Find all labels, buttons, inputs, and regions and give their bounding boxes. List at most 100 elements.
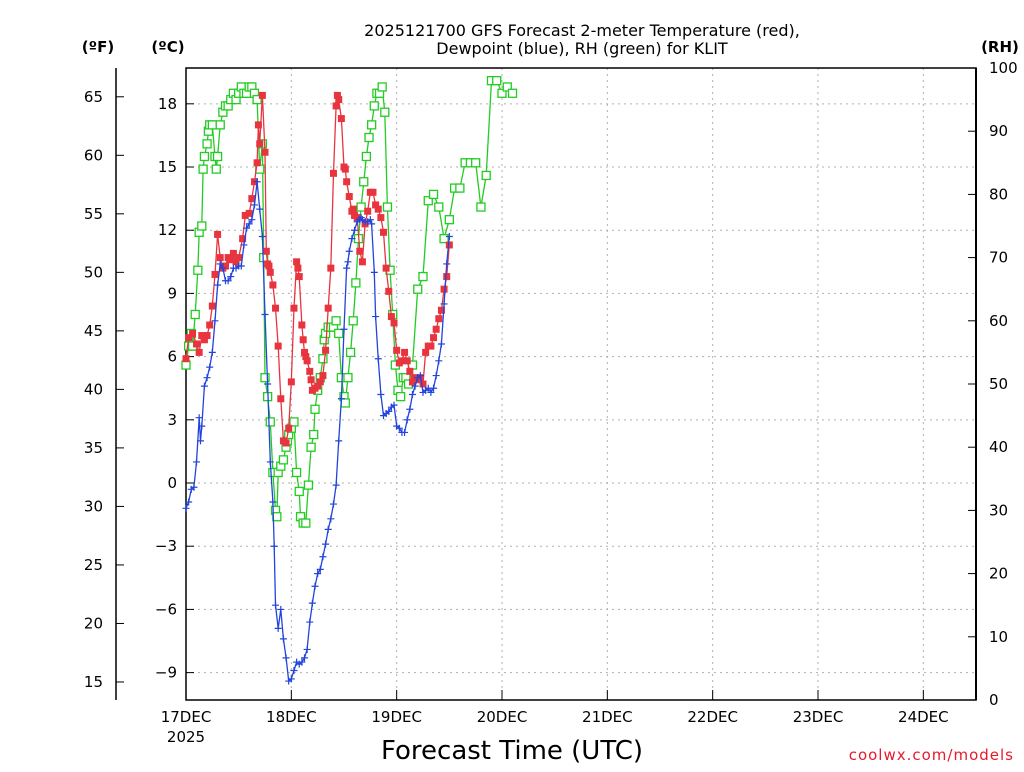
c-tick-label-6: 6	[167, 348, 177, 366]
temperature-point-25	[253, 159, 261, 167]
temperature-point-87	[390, 319, 398, 327]
dewpoint-point-75	[368, 220, 376, 228]
dewpoint-point-98	[427, 388, 435, 396]
f-tick-label-15: 15	[84, 673, 103, 691]
series-layer	[181, 75, 518, 685]
dewpoint-point-7	[198, 422, 206, 430]
dewpoint-point-55	[322, 540, 330, 548]
dewpoint-point-47	[301, 654, 308, 662]
fahrenheit-unit-label: (ºF)	[82, 38, 114, 56]
temperature-point-33	[266, 268, 274, 276]
dewpoint-point-92	[411, 382, 419, 390]
x-tick-label-23dec: 23DEC	[793, 708, 844, 726]
rh-point-49	[291, 467, 302, 478]
rh-point-79	[364, 132, 374, 143]
f-tick-label-55: 55	[84, 205, 103, 223]
x-tick-label-22dec: 22DEC	[687, 708, 738, 726]
dewpoint-point-35	[270, 542, 278, 550]
fahrenheit-axis-ticks: 15 20 25 30 35 40 45 50 55 60 65	[84, 88, 124, 691]
dewpoint-point-28	[253, 178, 261, 186]
rh-point-114	[507, 88, 518, 98]
dewpoint-point-89	[403, 416, 411, 424]
temperature-point-108	[445, 241, 453, 249]
temperature-point-36	[274, 342, 282, 350]
temperature-point-44	[294, 264, 302, 272]
temperature-point-6	[200, 336, 208, 344]
rh-point-108	[476, 202, 486, 212]
temperature-point-82	[377, 214, 385, 222]
dewpoint-point-99	[430, 384, 438, 392]
temperature-point-30	[262, 247, 270, 255]
rh-point-78	[361, 151, 372, 162]
rh-point-55	[306, 442, 316, 452]
rh-point-37	[265, 417, 275, 427]
rh-point-80	[366, 120, 377, 130]
temperature-point-80	[372, 201, 380, 209]
temperature-point-94	[408, 378, 416, 386]
temperature-point-39	[282, 439, 290, 447]
dewpoint-point-84	[390, 401, 398, 409]
rh-point-99	[428, 189, 439, 200]
chart-title-line-2: Dewpoint (blue), RH (green) for KLIT	[436, 39, 728, 58]
rh-tick-label-90: 90	[989, 122, 1008, 140]
credit-text: coolwx.com/models	[849, 746, 1014, 764]
rh-point-109	[481, 170, 491, 181]
dewpoint-point-58	[329, 500, 337, 508]
dewpoint-point-12	[211, 317, 219, 325]
x-tick-label-24dec: 24DEC	[898, 708, 949, 726]
temperature-point-101	[427, 342, 435, 350]
dewpoint-point-5	[195, 414, 203, 422]
rh-line	[185, 79, 514, 524]
dewpoint-point-18	[227, 273, 235, 281]
temperature-point-51	[306, 367, 314, 375]
temperature-point-45	[295, 273, 303, 281]
dewpoint-point-56	[324, 525, 332, 533]
dewpoint-point-34	[269, 498, 277, 506]
temperature-point-58	[322, 346, 330, 354]
temperature-point-60	[327, 264, 335, 272]
rh-point-31	[252, 94, 262, 105]
x-tick-label-17dec: 17DEC	[161, 708, 212, 726]
c-tick-label-18: 18	[158, 95, 177, 113]
rh-point-57	[310, 404, 320, 414]
dewpoint-point-42	[287, 675, 295, 683]
dewpoint-point-11	[208, 348, 216, 356]
temperature-point-37	[277, 395, 285, 403]
x-tick-label-20dec: 20DEC	[477, 708, 528, 726]
rh-point-101	[439, 233, 449, 244]
temperature-point-52	[307, 376, 315, 384]
dewpoint-point-60	[335, 437, 343, 445]
c-tick-label--3: −3	[155, 537, 177, 555]
rh-point-35	[260, 373, 270, 383]
c-tick-label-0: 0	[167, 474, 177, 492]
rh-point-7	[197, 221, 207, 231]
dewpoint-point-53	[316, 565, 324, 573]
dewpoint-point-54	[319, 553, 327, 561]
dewpoint-point-4	[193, 458, 201, 466]
dewpoint-point-31	[261, 310, 269, 318]
temperature-point-71	[349, 205, 357, 213]
temperature-point-102	[430, 334, 438, 342]
dewpoint-point-27	[250, 201, 258, 209]
dewpoint-point-90	[406, 405, 414, 413]
rh-point-56	[309, 429, 319, 440]
dewpoint-point-24	[243, 224, 251, 232]
dewpoint-point-82	[385, 407, 393, 415]
dewpoint-point-40	[282, 654, 290, 662]
dewpoint-point-46	[298, 658, 306, 666]
dewpoint-point-39	[279, 635, 287, 643]
rh-point-104	[455, 183, 465, 193]
temperature-point-75	[358, 258, 366, 266]
rh-point-86	[382, 202, 393, 212]
rh-point-91	[395, 391, 406, 402]
dewpoint-point-48	[303, 645, 311, 653]
dewpoint-point-76	[370, 268, 378, 276]
temperature-point-93	[406, 367, 414, 375]
temperature-point-67	[341, 165, 349, 173]
f-tick-label-40: 40	[84, 380, 103, 398]
dewpoint-point-94	[416, 372, 424, 380]
rh-tick-label-20: 20	[989, 565, 1008, 583]
dewpoint-point-63	[343, 264, 351, 272]
